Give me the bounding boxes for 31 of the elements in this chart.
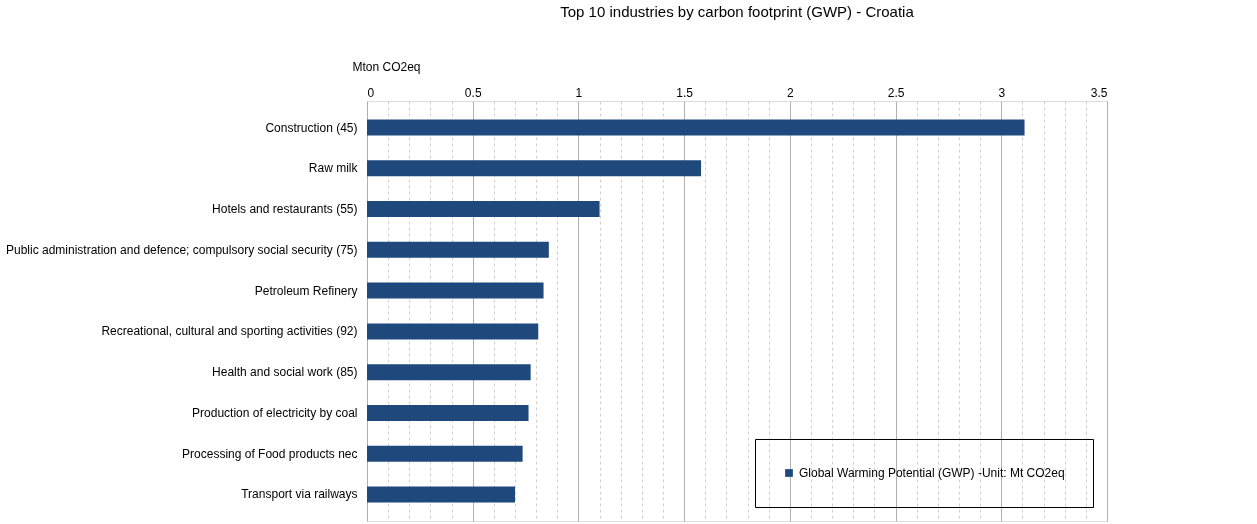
y-tick-label: Processing of Food products nec xyxy=(182,446,358,461)
bar xyxy=(367,323,539,340)
bar xyxy=(367,404,529,421)
y-tick-label: Construction (45) xyxy=(265,120,358,135)
x-tick-label: 1.5 xyxy=(676,85,694,100)
x-tick-label: 3 xyxy=(998,85,1006,100)
y-tick-label: Hotels and restaurants (55) xyxy=(212,202,358,217)
bar xyxy=(367,364,531,381)
bar xyxy=(367,241,549,258)
x-tick-label: 2 xyxy=(787,85,795,100)
y-tick-label: Raw milk xyxy=(308,161,359,176)
bar xyxy=(367,119,1025,136)
y-tick-label: Public administration and defence; compulsory social security (75) xyxy=(6,242,358,257)
bar xyxy=(367,486,515,503)
x-tick-label: 2.5 xyxy=(887,85,905,100)
bar xyxy=(367,445,523,462)
x-tick-label: 0.5 xyxy=(464,85,482,100)
y-tick-label: Health and social work (85) xyxy=(212,365,358,380)
y-tick-label: Production of electricity by coal xyxy=(192,405,358,420)
x-tick-label: 1 xyxy=(575,85,583,100)
bar xyxy=(367,282,544,299)
x-axis-title: Mton CO2eq xyxy=(352,59,421,74)
bar xyxy=(367,160,702,177)
y-tick-label: Recreational, cultural and sporting activities (92) xyxy=(101,324,358,339)
legend-label: Global Warming Potential (GWP) -Unit: Mt CO2eq xyxy=(799,466,1065,480)
y-tick-label: Transport via railways xyxy=(241,487,358,502)
x-tick-label: 0 xyxy=(367,85,375,100)
chart-title: Top 10 industries by carbon footprint (GWP) - Croatia xyxy=(560,3,915,20)
x-tick-label: 3.5 xyxy=(1090,85,1108,100)
y-tick-label: Petroleum Refinery xyxy=(254,283,358,298)
bar xyxy=(367,201,600,218)
